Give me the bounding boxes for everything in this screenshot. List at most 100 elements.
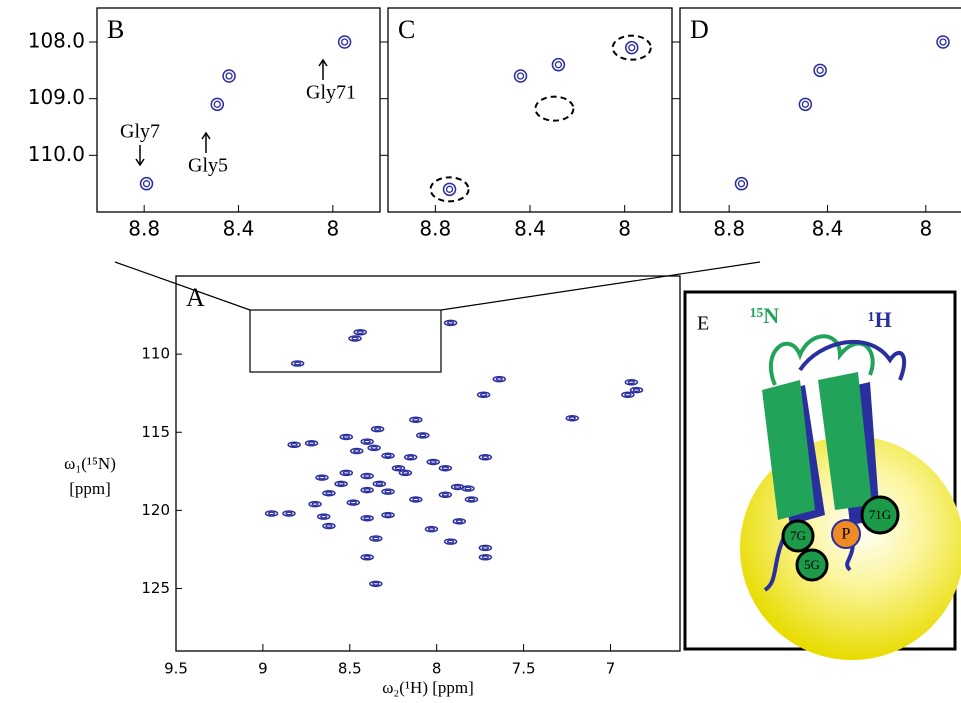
highlight bbox=[534, 95, 575, 122]
contour bbox=[734, 176, 749, 191]
contour bbox=[349, 447, 364, 455]
contour bbox=[348, 335, 362, 342]
contour bbox=[213, 100, 221, 108]
contour bbox=[452, 518, 467, 525]
contour bbox=[363, 474, 371, 478]
peak bbox=[322, 489, 336, 497]
x-tick-label: 8.4 bbox=[514, 217, 546, 241]
contour bbox=[481, 455, 490, 460]
peak bbox=[367, 444, 381, 452]
peak bbox=[391, 464, 406, 472]
contour bbox=[632, 388, 641, 392]
contour bbox=[939, 38, 947, 46]
contour bbox=[492, 375, 507, 383]
y-axis-label: [ppm] bbox=[69, 479, 111, 498]
contour bbox=[369, 535, 383, 542]
contour bbox=[816, 66, 824, 74]
peak bbox=[372, 480, 387, 488]
peak bbox=[513, 69, 528, 83]
peak bbox=[264, 510, 279, 517]
peak bbox=[438, 491, 453, 498]
contour bbox=[351, 336, 359, 341]
y-tick-label: 110.0 bbox=[28, 142, 85, 166]
peak bbox=[381, 488, 395, 495]
contour bbox=[353, 329, 367, 336]
peak bbox=[348, 335, 362, 342]
peak bbox=[360, 486, 374, 494]
contour bbox=[455, 519, 463, 524]
peak bbox=[438, 464, 453, 472]
contour bbox=[416, 432, 430, 439]
contour bbox=[282, 510, 296, 517]
zoom-line bbox=[114, 261, 251, 311]
x-axis-label: ω₂(¹H) [ppm] bbox=[382, 678, 474, 697]
contour bbox=[446, 320, 455, 325]
contour bbox=[443, 319, 458, 327]
peak bbox=[339, 433, 354, 441]
peak bbox=[315, 474, 329, 481]
contour bbox=[554, 61, 563, 69]
contour bbox=[443, 538, 458, 545]
x-tick-label: 8.8 bbox=[128, 217, 160, 241]
peak bbox=[381, 452, 395, 459]
contour bbox=[225, 72, 233, 80]
contour bbox=[267, 511, 276, 516]
peak bbox=[416, 432, 430, 439]
contour bbox=[481, 555, 490, 560]
annotation: Gly71 bbox=[306, 82, 356, 104]
peak bbox=[360, 514, 374, 522]
peak bbox=[290, 360, 305, 367]
peak bbox=[334, 480, 348, 488]
peak bbox=[426, 458, 440, 466]
peak bbox=[282, 510, 296, 517]
contour bbox=[370, 425, 385, 433]
contour bbox=[315, 474, 329, 481]
contour bbox=[629, 386, 644, 394]
contour bbox=[429, 460, 437, 464]
contour bbox=[346, 499, 361, 506]
contour bbox=[363, 516, 371, 521]
peak bbox=[370, 425, 385, 433]
contour bbox=[339, 469, 354, 477]
peak bbox=[798, 97, 813, 112]
peak bbox=[478, 554, 493, 561]
contour bbox=[342, 470, 350, 475]
peak bbox=[492, 375, 507, 383]
y-tick-label: 109.0 bbox=[28, 85, 85, 109]
contour bbox=[337, 481, 345, 486]
contour bbox=[384, 489, 392, 494]
zoom-line bbox=[440, 261, 761, 311]
x-tick-label: 8.4 bbox=[223, 217, 255, 241]
contour bbox=[621, 391, 635, 398]
contour bbox=[316, 513, 331, 520]
contour bbox=[412, 497, 420, 502]
contour bbox=[478, 544, 493, 552]
contour bbox=[210, 97, 225, 112]
contour bbox=[427, 527, 436, 532]
y-axis-label: ω₁(¹⁵N) bbox=[64, 454, 116, 473]
x-tick-label: 8 bbox=[618, 217, 631, 241]
contour bbox=[813, 63, 827, 78]
contour bbox=[438, 464, 453, 472]
contour bbox=[375, 481, 383, 486]
contour bbox=[737, 180, 746, 188]
peak bbox=[346, 499, 361, 506]
peak bbox=[409, 416, 423, 423]
contour bbox=[426, 458, 440, 466]
peak bbox=[452, 518, 467, 525]
contour bbox=[384, 513, 392, 517]
annotation: Gly5 bbox=[188, 155, 228, 177]
contour bbox=[495, 377, 503, 382]
peak bbox=[316, 513, 331, 520]
contour bbox=[360, 438, 374, 445]
contour bbox=[568, 416, 576, 421]
contour bbox=[369, 580, 383, 588]
contour bbox=[801, 100, 810, 108]
contour bbox=[320, 514, 328, 519]
contour bbox=[372, 581, 380, 586]
peak bbox=[629, 386, 644, 394]
peak bbox=[443, 538, 458, 545]
peak bbox=[621, 391, 635, 398]
peak bbox=[442, 182, 457, 197]
peak bbox=[381, 511, 395, 519]
